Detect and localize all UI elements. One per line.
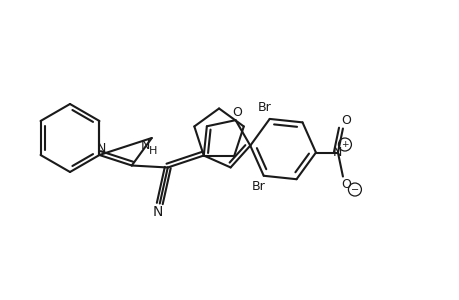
Text: O: O: [232, 106, 242, 119]
Text: O: O: [340, 178, 350, 191]
Text: N: N: [152, 205, 162, 218]
Text: N: N: [141, 139, 150, 152]
Text: N: N: [96, 142, 106, 154]
Text: H: H: [148, 146, 157, 156]
Text: O: O: [340, 114, 350, 127]
Text: Br: Br: [251, 180, 265, 193]
Text: Br: Br: [257, 101, 271, 114]
Text: N: N: [332, 146, 342, 159]
Text: −: −: [350, 184, 358, 194]
Text: +: +: [341, 140, 348, 149]
